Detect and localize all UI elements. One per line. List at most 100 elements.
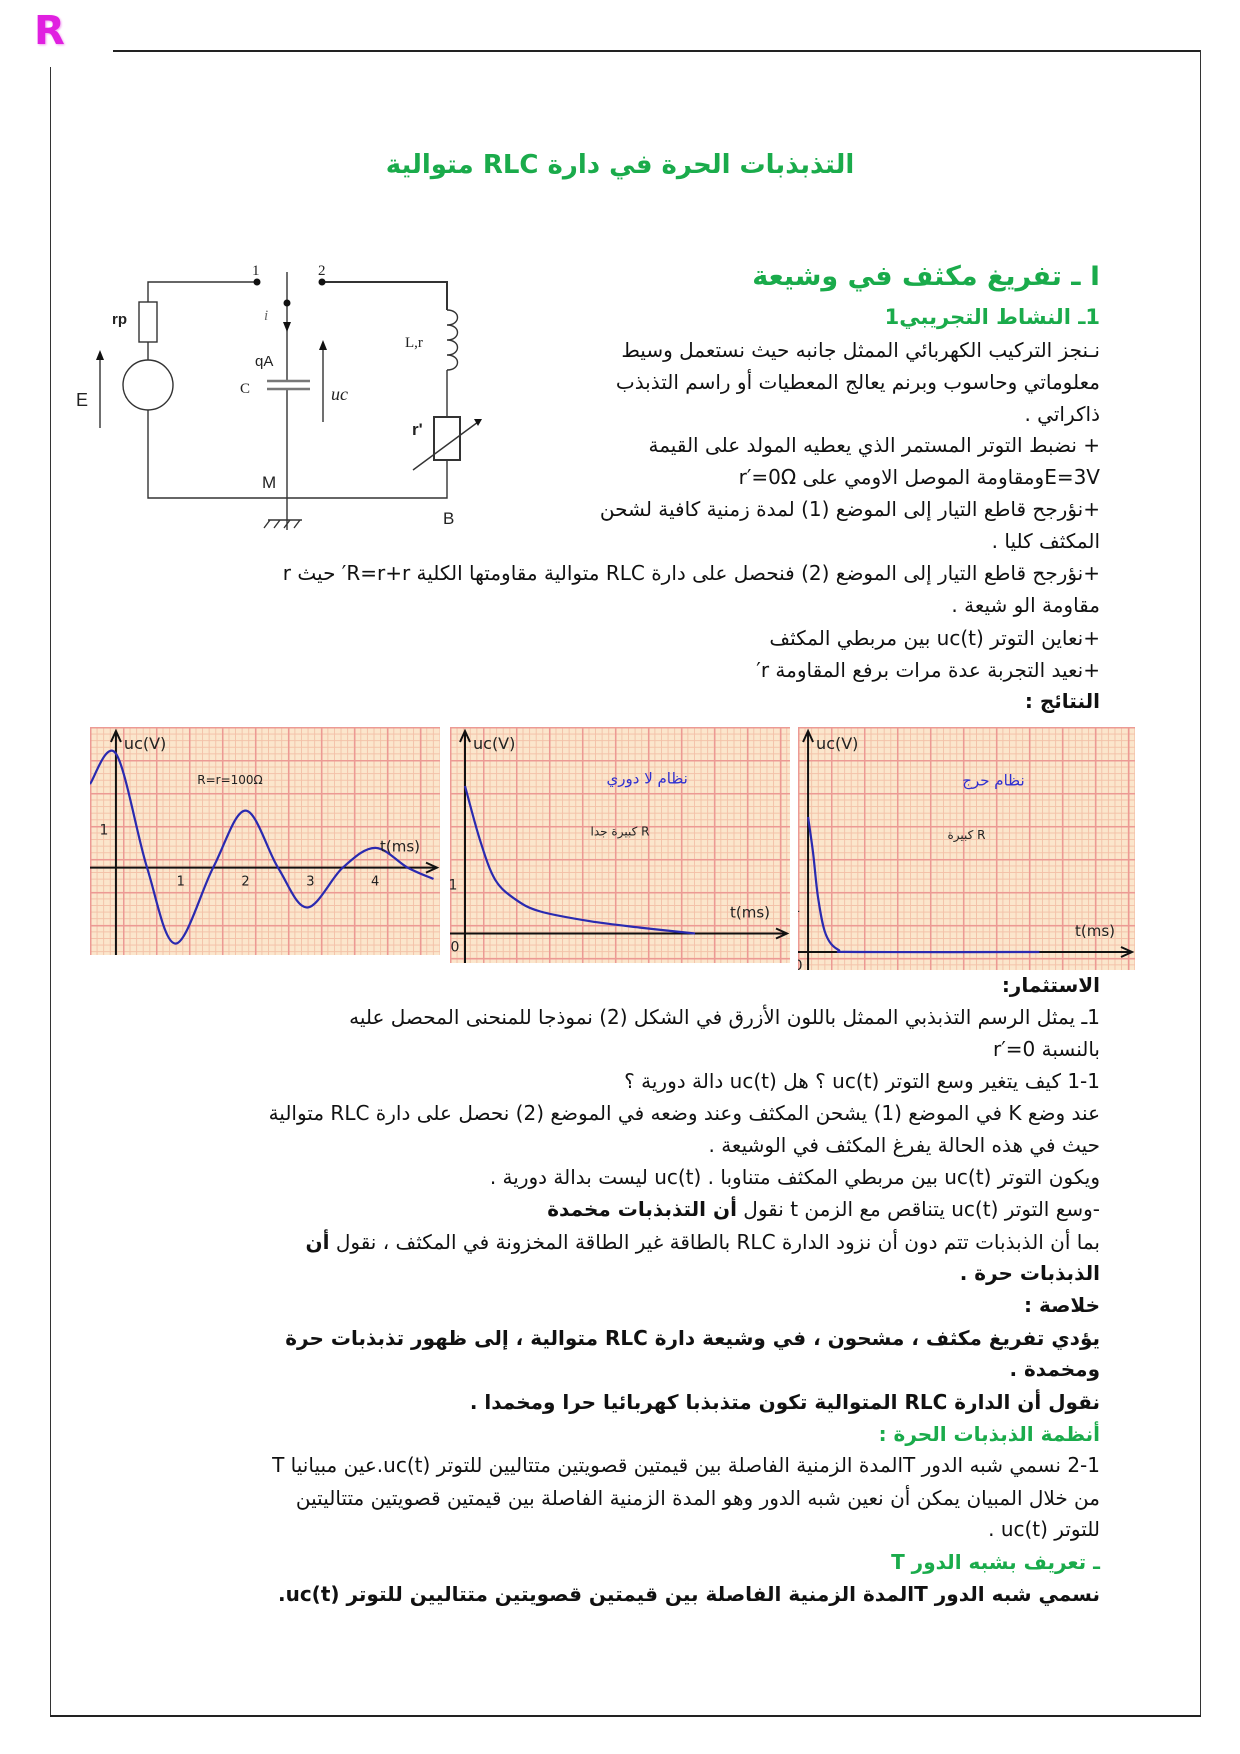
page-title: التذبذبات الحرة في دارة RLC متوالية [385, 150, 855, 180]
y-axis-label: uc(V) [473, 734, 515, 753]
rp-label: rp [112, 311, 127, 328]
text-line: +نؤرجح قاطع التيار إلى الموضع (1) لمدة ز… [599, 497, 1100, 521]
text-line: 1-1 كيف يتغير وسع التوتر uc(t) ؟ هل uc(t… [624, 1069, 1100, 1093]
emf-label: E [76, 390, 88, 410]
resistance-note: R كبيرة جدا [591, 825, 650, 840]
text-line: + نضبط التوتر المستمر الذي يعطيه المولد … [648, 433, 1100, 457]
text-line: 2-1 نسمي شبه الدور Tالمدة الزمنية الفاصل… [272, 1453, 1100, 1477]
definition-text: نسمي شبه الدور Tالمدة الزمنية الفاصلة بي… [277, 1582, 1100, 1606]
data-curve [90, 749, 434, 945]
text-line: عند وضع K في الموضع (1) يشحن المكثف وعند… [268, 1101, 1100, 1125]
x-axis-label: t(ms) [380, 838, 420, 856]
subsection-heading: 1ـ النشاط التجريبي1 [884, 305, 1100, 329]
graph-critical: uc(V) t(ms) 1 0 نظام حرج R كبيرة [798, 727, 1135, 970]
regime-label: نظام حرج [962, 771, 1024, 790]
x-axis-label: t(ms) [1075, 922, 1115, 940]
text: -وسع التوتر uc(t) يتناقص مع الزمن t نقول [736, 1197, 1100, 1221]
regimes-heading: أنظمة الذبذبات الحرة : [878, 1422, 1100, 1446]
rheostat-label: r' [412, 420, 423, 439]
rheostat-arrow [412, 421, 479, 471]
voltage-arrow [99, 348, 324, 428]
text-line: مقاومة الو شيعة . [951, 593, 1100, 617]
y-tick-label: 1 [450, 877, 457, 893]
graph-aperiodic: uc(V) t(ms) 1 0 نظام لا دوري R كبيرة جدا [450, 727, 790, 963]
resistance-note: R=r=100Ω [197, 773, 262, 787]
y-axis-arrow [110, 728, 122, 743]
logo: R [34, 8, 65, 54]
text-line: -وسع التوتر uc(t) يتناقص مع الزمن t نقول… [547, 1194, 1100, 1224]
wire [322, 281, 448, 310]
circuit-diagram: 1 2 i rp qA C uc E L,r r' M B [76, 263, 482, 530]
text-line: بالنسبة r′=0 [993, 1037, 1100, 1061]
text-line: نـنجز التركيب الكهربائي الممثل جانبه حيث… [621, 338, 1100, 362]
frame-right-border [1200, 50, 1201, 1716]
origin-label: 0 [451, 940, 460, 956]
frame-top-border [113, 50, 1201, 52]
capacitor-plates [267, 379, 310, 391]
inductor-label: L,r [405, 335, 423, 351]
chart-svg: uc(V) t(ms) 1 0 نظام لا دوري R كبيرة جدا [450, 728, 790, 963]
text-line: ذاكراتي . [1024, 402, 1100, 426]
wire [147, 342, 448, 499]
text-line: ومخمدة . [1009, 1357, 1100, 1381]
bold-text: أن [305, 1230, 330, 1254]
text-line: ويكون التوتر uc(t) بين مربطي المكثف متنا… [489, 1165, 1100, 1189]
inductor-coil [446, 309, 459, 371]
text-line: E=3Vومقاومة الموصل الاومي على r′=0Ω [738, 465, 1100, 489]
conclusion-label: خلاصة : [1023, 1293, 1100, 1317]
ground-icon [263, 519, 302, 529]
x-axis-arrow [775, 927, 790, 940]
y-tick-label: 1 [99, 823, 108, 839]
chart-svg: uc(V) t(ms) 1 1 2 3 4 R=r=100Ω [90, 728, 440, 955]
text: بما أن الذبذبات تتم دون أن نزود الدارة R… [329, 1230, 1100, 1254]
text-line: 1ـ يمثل الرسم التذبذبي الممثل باللون الأ… [349, 1005, 1100, 1029]
y-axis-label: uc(V) [124, 734, 166, 753]
node-1-label: 1 [252, 263, 260, 279]
x-tick-label: 1 [177, 875, 185, 890]
rheostat [433, 416, 461, 461]
text-line: للتوتر uc(t) . [988, 1517, 1100, 1541]
y-tick-label: 1 [798, 900, 801, 916]
text-line: نقول أن الدارة RLC المتوالية تكون متذبذب… [469, 1390, 1100, 1414]
text-line: الذبذبات حرة . [959, 1261, 1100, 1285]
regime-label: نظام لا دوري [607, 770, 688, 789]
y-axis-arrow [802, 728, 814, 743]
node-B-label: B [443, 509, 454, 528]
data-curve [806, 816, 1040, 954]
definition-heading: ـ تعريف بشبه الدور T [891, 1550, 1100, 1574]
x-tick-label: 4 [371, 875, 379, 890]
current-label: i [264, 308, 268, 324]
text-line: المكثف كليا . [991, 529, 1100, 553]
origin-label: 0 [798, 958, 803, 970]
uc-label: uc [331, 384, 348, 404]
node-M-label: M [262, 473, 276, 492]
graph-pseudo-periodic: uc(V) t(ms) 1 1 2 3 4 R=r=100Ω [90, 727, 440, 955]
text-line: +نعيد التجربة عدة مرات برفع المقاومة r′ [756, 658, 1100, 682]
exploitation-label: الاستثمار: [1001, 973, 1100, 997]
text-line: +نؤرجح قاطع التيار إلى الموضع (2) فنحصل … [282, 561, 1100, 585]
node-2-label: 2 [318, 263, 326, 279]
x-axis-arrow [1120, 946, 1135, 958]
frame-bottom-border [50, 1715, 1201, 1717]
x-tick-label: 3 [306, 875, 314, 890]
charge-label: qA [255, 353, 273, 370]
bold-text: أن التذبذبات مخمدة [547, 1197, 737, 1221]
text-line: من خلال المبيان يمكن أن نعين شبه الدور و… [295, 1486, 1100, 1510]
capacitor-label: C [240, 381, 250, 397]
text-line: معلوماتي وحاسوب وبرنم يعالج المعطيات أو … [615, 370, 1100, 394]
resistance-note: R كبيرة [947, 828, 985, 843]
text-line: بما أن الذبذبات تتم دون أن نزود الدارة R… [306, 1227, 1100, 1257]
x-axis-arrow [425, 861, 440, 874]
data-curve [463, 785, 696, 935]
x-axis-label: t(ms) [730, 904, 770, 922]
section-heading: I ـ تفريغ مكثف في وشيعة [752, 261, 1100, 292]
generator-icon [122, 359, 174, 411]
x-tick-label: 2 [241, 875, 249, 890]
frame-left-border [50, 67, 51, 1716]
text-line: حيث في هذه الحالة يفرغ المكثف في الوشيعة… [708, 1133, 1100, 1157]
chart-svg: uc(V) t(ms) 1 0 نظام حرج R كبيرة [798, 728, 1135, 970]
y-axis-arrow [459, 728, 471, 743]
text-line: يؤدي تفريغ مكثف ، مشحون ، في وشيعة دارة … [285, 1326, 1100, 1350]
results-label: النتائج : [1024, 689, 1100, 713]
text-line: +نعاين التوتر uc(t) بين مربطي المكثف [769, 626, 1100, 650]
